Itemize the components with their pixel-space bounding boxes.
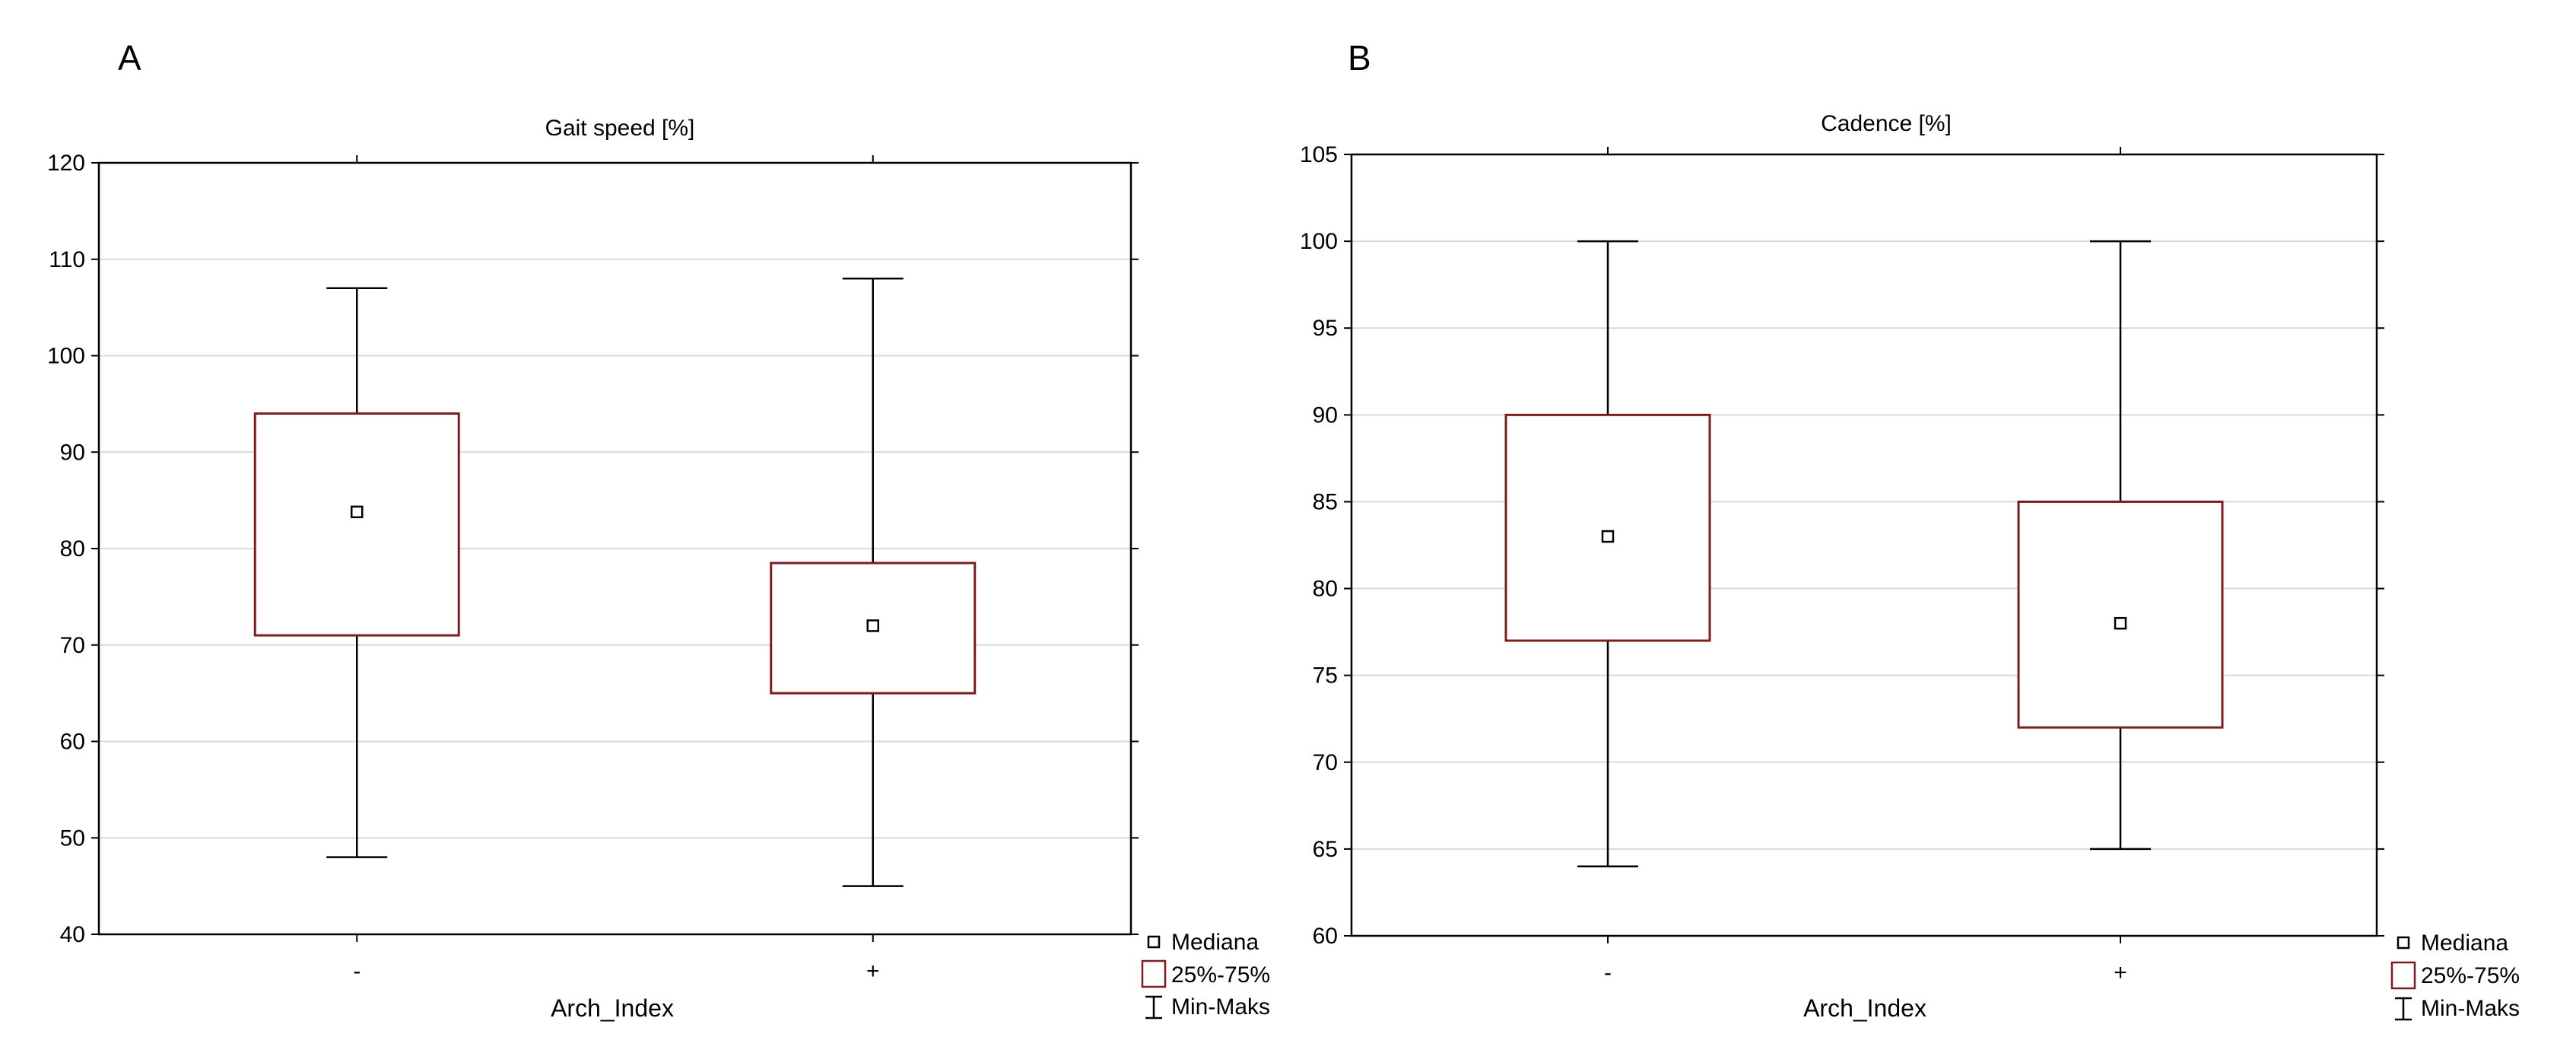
median-marker <box>866 619 879 632</box>
y-tick-label: 90 <box>60 440 85 465</box>
legend-whisker-marker <box>2395 997 2412 1021</box>
x-axis-label: Arch_Index <box>551 994 674 1022</box>
legend-box-marker <box>1141 959 1167 988</box>
y-tick-label: 90 <box>1313 402 1338 428</box>
box-plus <box>2017 240 2224 851</box>
x-tick-label: - <box>353 959 361 984</box>
y-tick-label: 60 <box>60 730 85 755</box>
legend: Mediana 25%-75% Min-Maks <box>2390 931 2520 1021</box>
panel-b: B Cadence [%] Arch_Index 60 65 70 75 80 85 90 9… <box>1300 38 2520 1022</box>
panel-letter: B <box>1348 38 1371 78</box>
legend-whisker-label: Min-Maks <box>2421 996 2520 1021</box>
chart-title: Gait speed [%] <box>545 116 695 141</box>
legend: Mediana 25%-75% Min-Maks <box>1141 930 1270 1020</box>
y-tick-label: 60 <box>1313 924 1338 949</box>
panel-letter: A <box>118 38 141 78</box>
legend-whisker-marker <box>1145 995 1162 1020</box>
y-tick-label: 80 <box>1313 577 1338 602</box>
y-tick-label: 65 <box>1313 837 1338 862</box>
plot-frame <box>97 161 1132 936</box>
y-tick-label: 85 <box>1313 489 1338 514</box>
y-tick-label: 75 <box>1313 663 1338 689</box>
y-tick-label: 40 <box>60 922 85 947</box>
median-marker <box>2114 616 2127 630</box>
plot-area: 60 65 70 75 80 85 90 95 100 105 - + <box>1300 142 2384 985</box>
y-tick-label: 120 <box>47 151 85 176</box>
panel-a: A Gait speed [%] Arch_Index 40 50 60 70 80 90… <box>47 38 1270 1022</box>
median-marker <box>351 505 364 519</box>
iqr-box <box>253 412 460 637</box>
legend-median-label: Mediana <box>2421 931 2508 956</box>
y-tick-label: 105 <box>1300 142 1338 167</box>
y-tick-label: 110 <box>49 247 85 272</box>
x-tick-label: - <box>1604 960 1612 985</box>
legend-box-label: 25%-75% <box>1171 962 1270 988</box>
x-tick-label: + <box>2114 960 2127 985</box>
box-minus <box>253 287 460 858</box>
y-tick-label: 50 <box>60 826 85 851</box>
legend-median-label: Mediana <box>1171 930 1259 955</box>
x-axis-label: Arch_Index <box>1803 994 1926 1022</box>
y-tick-label: 70 <box>1313 750 1338 775</box>
legend-box-label: 25%-75% <box>2421 963 2520 988</box>
y-tick-label: 70 <box>60 633 85 658</box>
plot-area: 40 50 60 70 80 90 100 110 120 - + <box>47 151 1139 984</box>
iqr-box <box>1504 413 1711 642</box>
x-tick-label: + <box>866 959 880 984</box>
legend-median-marker <box>2397 936 2410 950</box>
legend-box-marker <box>2390 961 2416 990</box>
y-tick-label: 95 <box>1313 316 1338 341</box>
y-tick-label: 100 <box>47 344 85 369</box>
y-tick-label: 80 <box>60 536 85 561</box>
plot-frame <box>1350 153 2378 937</box>
iqr-box <box>2017 500 2224 729</box>
box-minus <box>1504 240 1711 867</box>
y-tick-label: 100 <box>1300 229 1338 254</box>
box-plus <box>770 277 977 887</box>
legend-whisker-label: Min-Maks <box>1171 994 1270 1020</box>
median-marker <box>1601 530 1615 543</box>
legend-median-marker <box>1147 935 1161 949</box>
chart-title: Cadence [%] <box>1821 111 1952 136</box>
